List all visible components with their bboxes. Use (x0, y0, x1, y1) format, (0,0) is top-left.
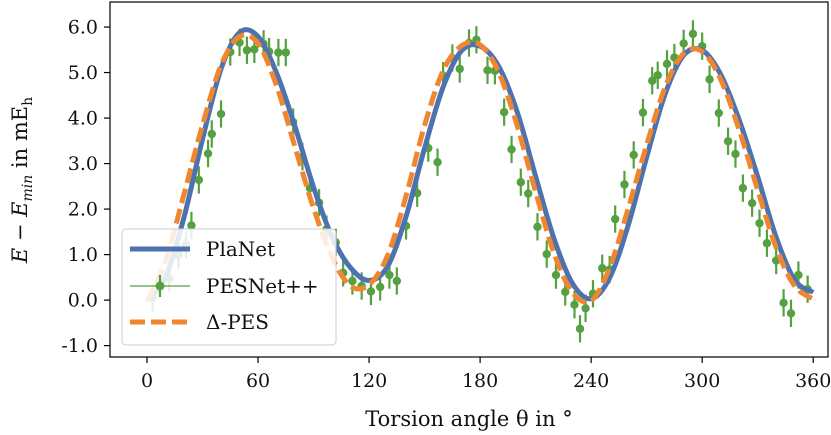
data-point (207, 129, 216, 139)
data-point (731, 149, 740, 159)
data-point (779, 298, 788, 308)
x-tick-label: 300 (684, 370, 720, 392)
data-point (187, 221, 196, 230)
legend-box (121, 228, 337, 346)
data-point (705, 75, 714, 84)
data-point (561, 287, 570, 297)
data-point (610, 214, 620, 224)
y-tick-label: 4.0 (68, 108, 98, 130)
data-point (755, 218, 764, 228)
plot-frame (109, 1, 829, 358)
y-axis-label: E − Emin in mEh (8, 97, 36, 264)
legend-label-pesnet: PESNet++ (206, 274, 319, 298)
data-point (762, 239, 772, 248)
series-line-deltapes (144, 32, 815, 305)
data-point (723, 137, 733, 146)
legend-label-deltapes: Δ-PES (206, 310, 269, 334)
data-point (747, 198, 757, 208)
data-point (679, 39, 688, 48)
legend: PlaNet PESNet++ Δ-PES (121, 228, 337, 346)
x-tick-label: 120 (351, 370, 387, 392)
data-point (714, 108, 724, 118)
data-point (598, 264, 607, 273)
data-point (620, 180, 629, 189)
data-point (794, 270, 803, 280)
x-tick-label: 0 (141, 370, 153, 392)
data-point (385, 270, 394, 280)
data-point (366, 287, 376, 296)
y-tick-label: 6.0 (68, 17, 98, 39)
data-point (524, 189, 533, 198)
x-tick-label: 240 (573, 370, 609, 392)
x-tick-label: 360 (795, 370, 831, 392)
y-tick-label: 0.0 (68, 290, 98, 312)
y-tick-label: 1.0 (68, 244, 98, 266)
data-point (738, 183, 748, 193)
data-point (533, 222, 542, 232)
data-point (375, 282, 385, 292)
y-tick-label: 3.0 (68, 153, 98, 175)
x-axis-ticks: 0 60 120 180 240 300 360 (141, 357, 831, 392)
data-point (575, 324, 585, 333)
data-point (786, 309, 796, 318)
data-point (455, 64, 464, 74)
series-layer (144, 20, 815, 343)
data-point (629, 150, 638, 160)
data-point (433, 158, 442, 167)
data-point (483, 66, 492, 75)
data-point (348, 276, 357, 286)
data-point (653, 71, 662, 80)
data-point (203, 149, 213, 158)
x-tick-label: 60 (246, 370, 270, 392)
data-point (516, 178, 526, 187)
data-point (392, 276, 402, 286)
data-point (662, 59, 672, 69)
x-axis-label: Torsion angle θ in ° (365, 407, 572, 431)
data-point (216, 109, 226, 119)
y-tick-label: 2.0 (68, 199, 98, 221)
y-tick-label: 5.0 (68, 62, 98, 84)
y-axis-ticks: -1.0 0.0 1.0 2.0 3.0 4.0 5.0 6.0 (61, 17, 110, 357)
data-point (638, 108, 648, 117)
data-point (281, 48, 290, 57)
data-point (688, 29, 698, 39)
data-point (542, 249, 551, 259)
data-point (570, 300, 579, 309)
data-point (250, 45, 259, 54)
data-point (274, 48, 283, 57)
data-point (648, 76, 657, 85)
legend-label-planet: PlaNet (206, 237, 275, 261)
data-point (194, 175, 204, 185)
data-point (499, 107, 509, 117)
data-point (581, 304, 590, 313)
y-tick-label: -1.0 (61, 335, 98, 357)
x-tick-label: 180 (462, 370, 498, 392)
data-point (507, 145, 516, 154)
data-point (242, 46, 252, 55)
data-point (551, 270, 561, 280)
legend-swatch-pesnet-point (155, 281, 165, 291)
